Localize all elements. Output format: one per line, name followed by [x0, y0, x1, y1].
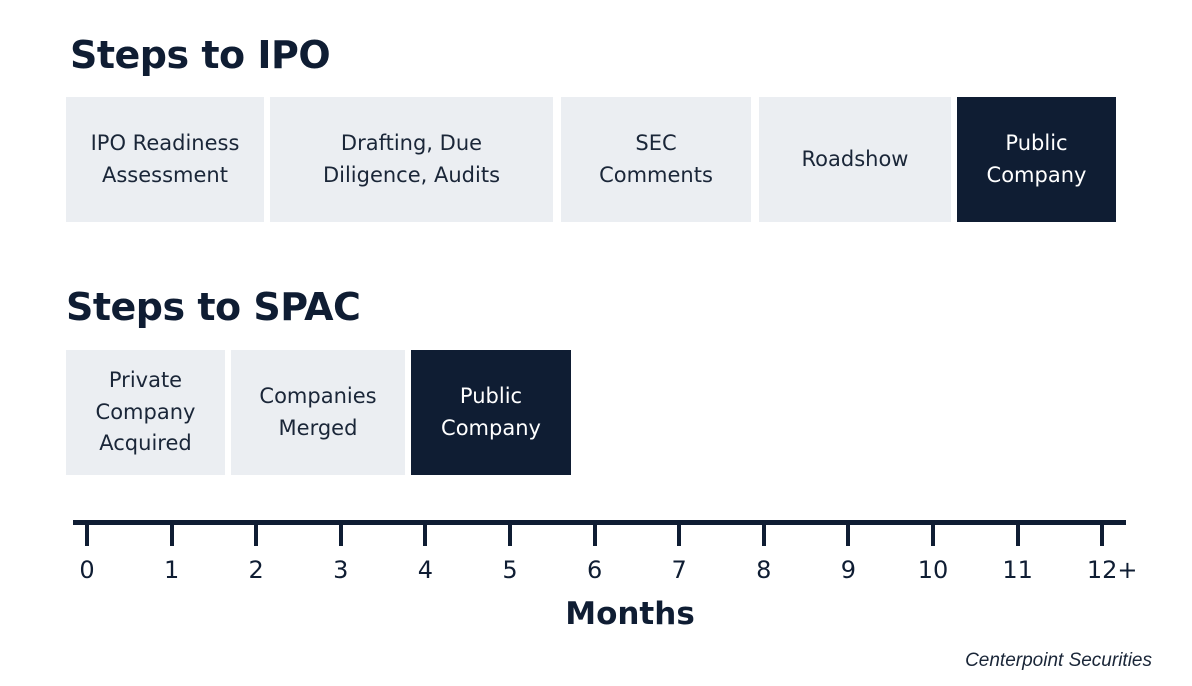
- timeline-axis-line: [73, 520, 1126, 525]
- timeline-tick-label: 5: [502, 556, 518, 584]
- timeline-tick-label: 6: [586, 556, 603, 584]
- timeline-tick-label: 3: [333, 556, 349, 584]
- timeline-tick: [761, 520, 766, 546]
- timeline-tick: [169, 520, 174, 546]
- timeline-tick: [254, 520, 259, 546]
- timeline-axis-title: Months: [565, 596, 695, 632]
- spac-step-public-company: Public Company: [411, 350, 571, 475]
- ipo-title: Steps to IPO: [70, 33, 331, 77]
- timeline-tick-label: 1: [163, 556, 180, 584]
- timeline-tick-label: 7: [671, 556, 687, 584]
- timeline-tick-label: 8: [756, 556, 772, 584]
- timeline-tick-label: 12+: [1086, 556, 1138, 584]
- ipo-step-drafting: Drafting, Due Diligence, Audits: [270, 97, 553, 222]
- timeline-tick-label: 9: [840, 556, 857, 584]
- timeline-tick-label: 11: [1002, 556, 1033, 584]
- timeline-tick: [338, 520, 343, 546]
- timeline-tick-label: 2: [248, 556, 264, 584]
- ipo-step-sec-comments: SEC Comments: [561, 97, 751, 222]
- ipo-step-readiness: IPO Readiness Assessment: [66, 97, 264, 222]
- timeline-tick: [846, 520, 851, 546]
- timeline-tick: [677, 520, 682, 546]
- timeline-tick: [508, 520, 512, 546]
- timeline-tick: [931, 520, 935, 546]
- timeline-tick: [423, 520, 428, 546]
- ipo-step-public-company: Public Company: [957, 97, 1116, 222]
- timeline-tick: [85, 520, 89, 546]
- spac-step-companies-merged: Companies Merged: [231, 350, 405, 475]
- timeline-tick-label: 10: [917, 556, 949, 584]
- timeline-tick: [592, 520, 597, 546]
- spac-step-private-company-acquired: Private Company Acquired: [66, 350, 225, 475]
- spac-title: Steps to SPAC: [66, 285, 361, 329]
- timeline-tick-label: 4: [417, 556, 434, 584]
- source-credit: Centerpoint Securities: [965, 650, 1152, 671]
- timeline-tick-label: 0: [79, 556, 95, 584]
- ipo-step-roadshow: Roadshow: [759, 97, 951, 222]
- timeline-tick: [1100, 520, 1105, 546]
- timeline-tick: [1015, 520, 1020, 546]
